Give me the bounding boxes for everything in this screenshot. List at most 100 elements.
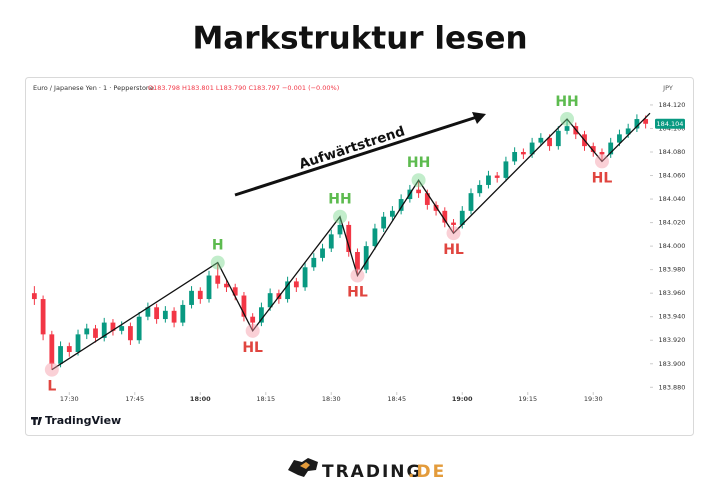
symbol: Euro / Japanese Yen · 1 · Pepperstone xyxy=(33,84,154,92)
x-tick-label: 19:30 xyxy=(584,395,603,403)
trend-arrowhead xyxy=(472,112,486,124)
last-price-badge xyxy=(655,118,685,129)
candle-body xyxy=(398,199,404,211)
candle-body xyxy=(634,119,640,129)
y-tick-label: 184.040 xyxy=(659,195,686,203)
candle-body xyxy=(538,137,544,143)
candle-body xyxy=(154,307,160,320)
candle-body xyxy=(250,316,256,323)
candle-body xyxy=(529,142,535,155)
pivot-label: H xyxy=(212,238,224,254)
x-tick-label: 17:45 xyxy=(125,395,144,403)
candle-body xyxy=(477,184,483,194)
candle-body xyxy=(328,234,334,249)
candle-body xyxy=(520,152,526,155)
candle-body xyxy=(389,210,395,217)
pivot-label: HL xyxy=(592,170,613,186)
pivot-marker xyxy=(333,209,347,224)
y-tick-label: 184.020 xyxy=(659,219,686,227)
candle-body xyxy=(49,334,55,364)
candle-body xyxy=(232,287,238,296)
x-tick-label: 19:15 xyxy=(518,395,537,403)
candle-body xyxy=(346,224,352,252)
candle-body xyxy=(599,152,605,155)
pivot-label: HL xyxy=(242,340,263,356)
pivot-marker xyxy=(446,226,461,241)
pivot-marker xyxy=(350,268,365,283)
candle-body xyxy=(136,316,142,341)
candle-body xyxy=(40,299,46,335)
candle-body xyxy=(267,293,273,308)
watermark: TradingView xyxy=(45,414,121,427)
candle-body xyxy=(363,246,369,270)
candle-body xyxy=(119,326,125,331)
candle-body xyxy=(547,137,552,147)
candle-body xyxy=(381,216,387,229)
candle-body xyxy=(180,304,186,323)
candle-body xyxy=(459,210,465,225)
trend-arrow xyxy=(234,114,481,197)
candle-body xyxy=(285,281,291,300)
candle-body xyxy=(224,283,229,288)
candle-body xyxy=(206,275,212,300)
x-tick-label: 19:00 xyxy=(452,395,473,403)
candle-body xyxy=(608,142,614,155)
candle-body xyxy=(241,295,247,317)
pivot-marker xyxy=(44,362,59,377)
candle-body xyxy=(617,134,622,143)
y-tick-label: 183.880 xyxy=(659,383,686,391)
x-tick-label: 18:30 xyxy=(322,395,341,403)
candle-body xyxy=(590,146,596,152)
pivot-label: HL xyxy=(347,285,368,301)
x-tick-label: 18:15 xyxy=(256,395,275,403)
footer-brand: TRADING xyxy=(322,462,422,482)
x-tick-label: 18:45 xyxy=(387,395,406,403)
pivot-label: HH xyxy=(407,155,430,171)
pivot-label: HH xyxy=(328,192,351,208)
candle-body xyxy=(494,175,500,178)
pivot-marker xyxy=(594,154,609,169)
y-tick-label: 184.000 xyxy=(659,242,686,250)
y-tick-label: 184.080 xyxy=(659,148,686,156)
candle-body xyxy=(372,228,378,247)
footer-logo xyxy=(288,458,318,477)
candle-body xyxy=(416,189,421,194)
candle-body xyxy=(486,175,491,185)
candle-body xyxy=(66,346,72,352)
pivot-marker xyxy=(560,112,575,127)
footer-suffix: .DE xyxy=(408,462,446,482)
y-tick-label: 183.940 xyxy=(659,313,686,321)
y-tick-label: 184.120 xyxy=(659,101,686,109)
candle-body xyxy=(424,193,430,205)
candle-body xyxy=(197,290,203,300)
page-title: Markstruktur lesen xyxy=(192,21,527,57)
candle-body xyxy=(189,290,194,305)
candle-body xyxy=(311,257,317,268)
pivot-marker xyxy=(411,173,426,188)
last-price-label: 184.104 xyxy=(657,120,684,128)
x-tick-label: 18:00 xyxy=(190,395,211,403)
pivot-marker xyxy=(210,255,225,270)
candle-body xyxy=(625,128,631,135)
candle-body xyxy=(75,334,81,352)
y-tick-label: 183.920 xyxy=(659,336,686,344)
candle-body xyxy=(451,222,456,225)
candle-body xyxy=(302,267,308,288)
candle-body xyxy=(442,210,448,223)
candle-body xyxy=(84,328,90,335)
zigzag xyxy=(51,112,651,371)
ohlc: O183.798 H183.801 L183.790 C183.797 −0.0… xyxy=(148,84,339,92)
candle-body xyxy=(320,248,325,258)
candle-body xyxy=(293,281,299,288)
candle-body xyxy=(355,252,360,270)
candle-body xyxy=(101,322,107,338)
candle-body xyxy=(337,224,343,235)
y-tick-label: 183.980 xyxy=(659,266,686,274)
candle-body xyxy=(145,307,151,317)
pivot-label: L xyxy=(47,379,56,395)
candle-body xyxy=(564,126,570,131)
pivot-label: HL xyxy=(443,242,464,258)
candle-body xyxy=(503,161,509,178)
